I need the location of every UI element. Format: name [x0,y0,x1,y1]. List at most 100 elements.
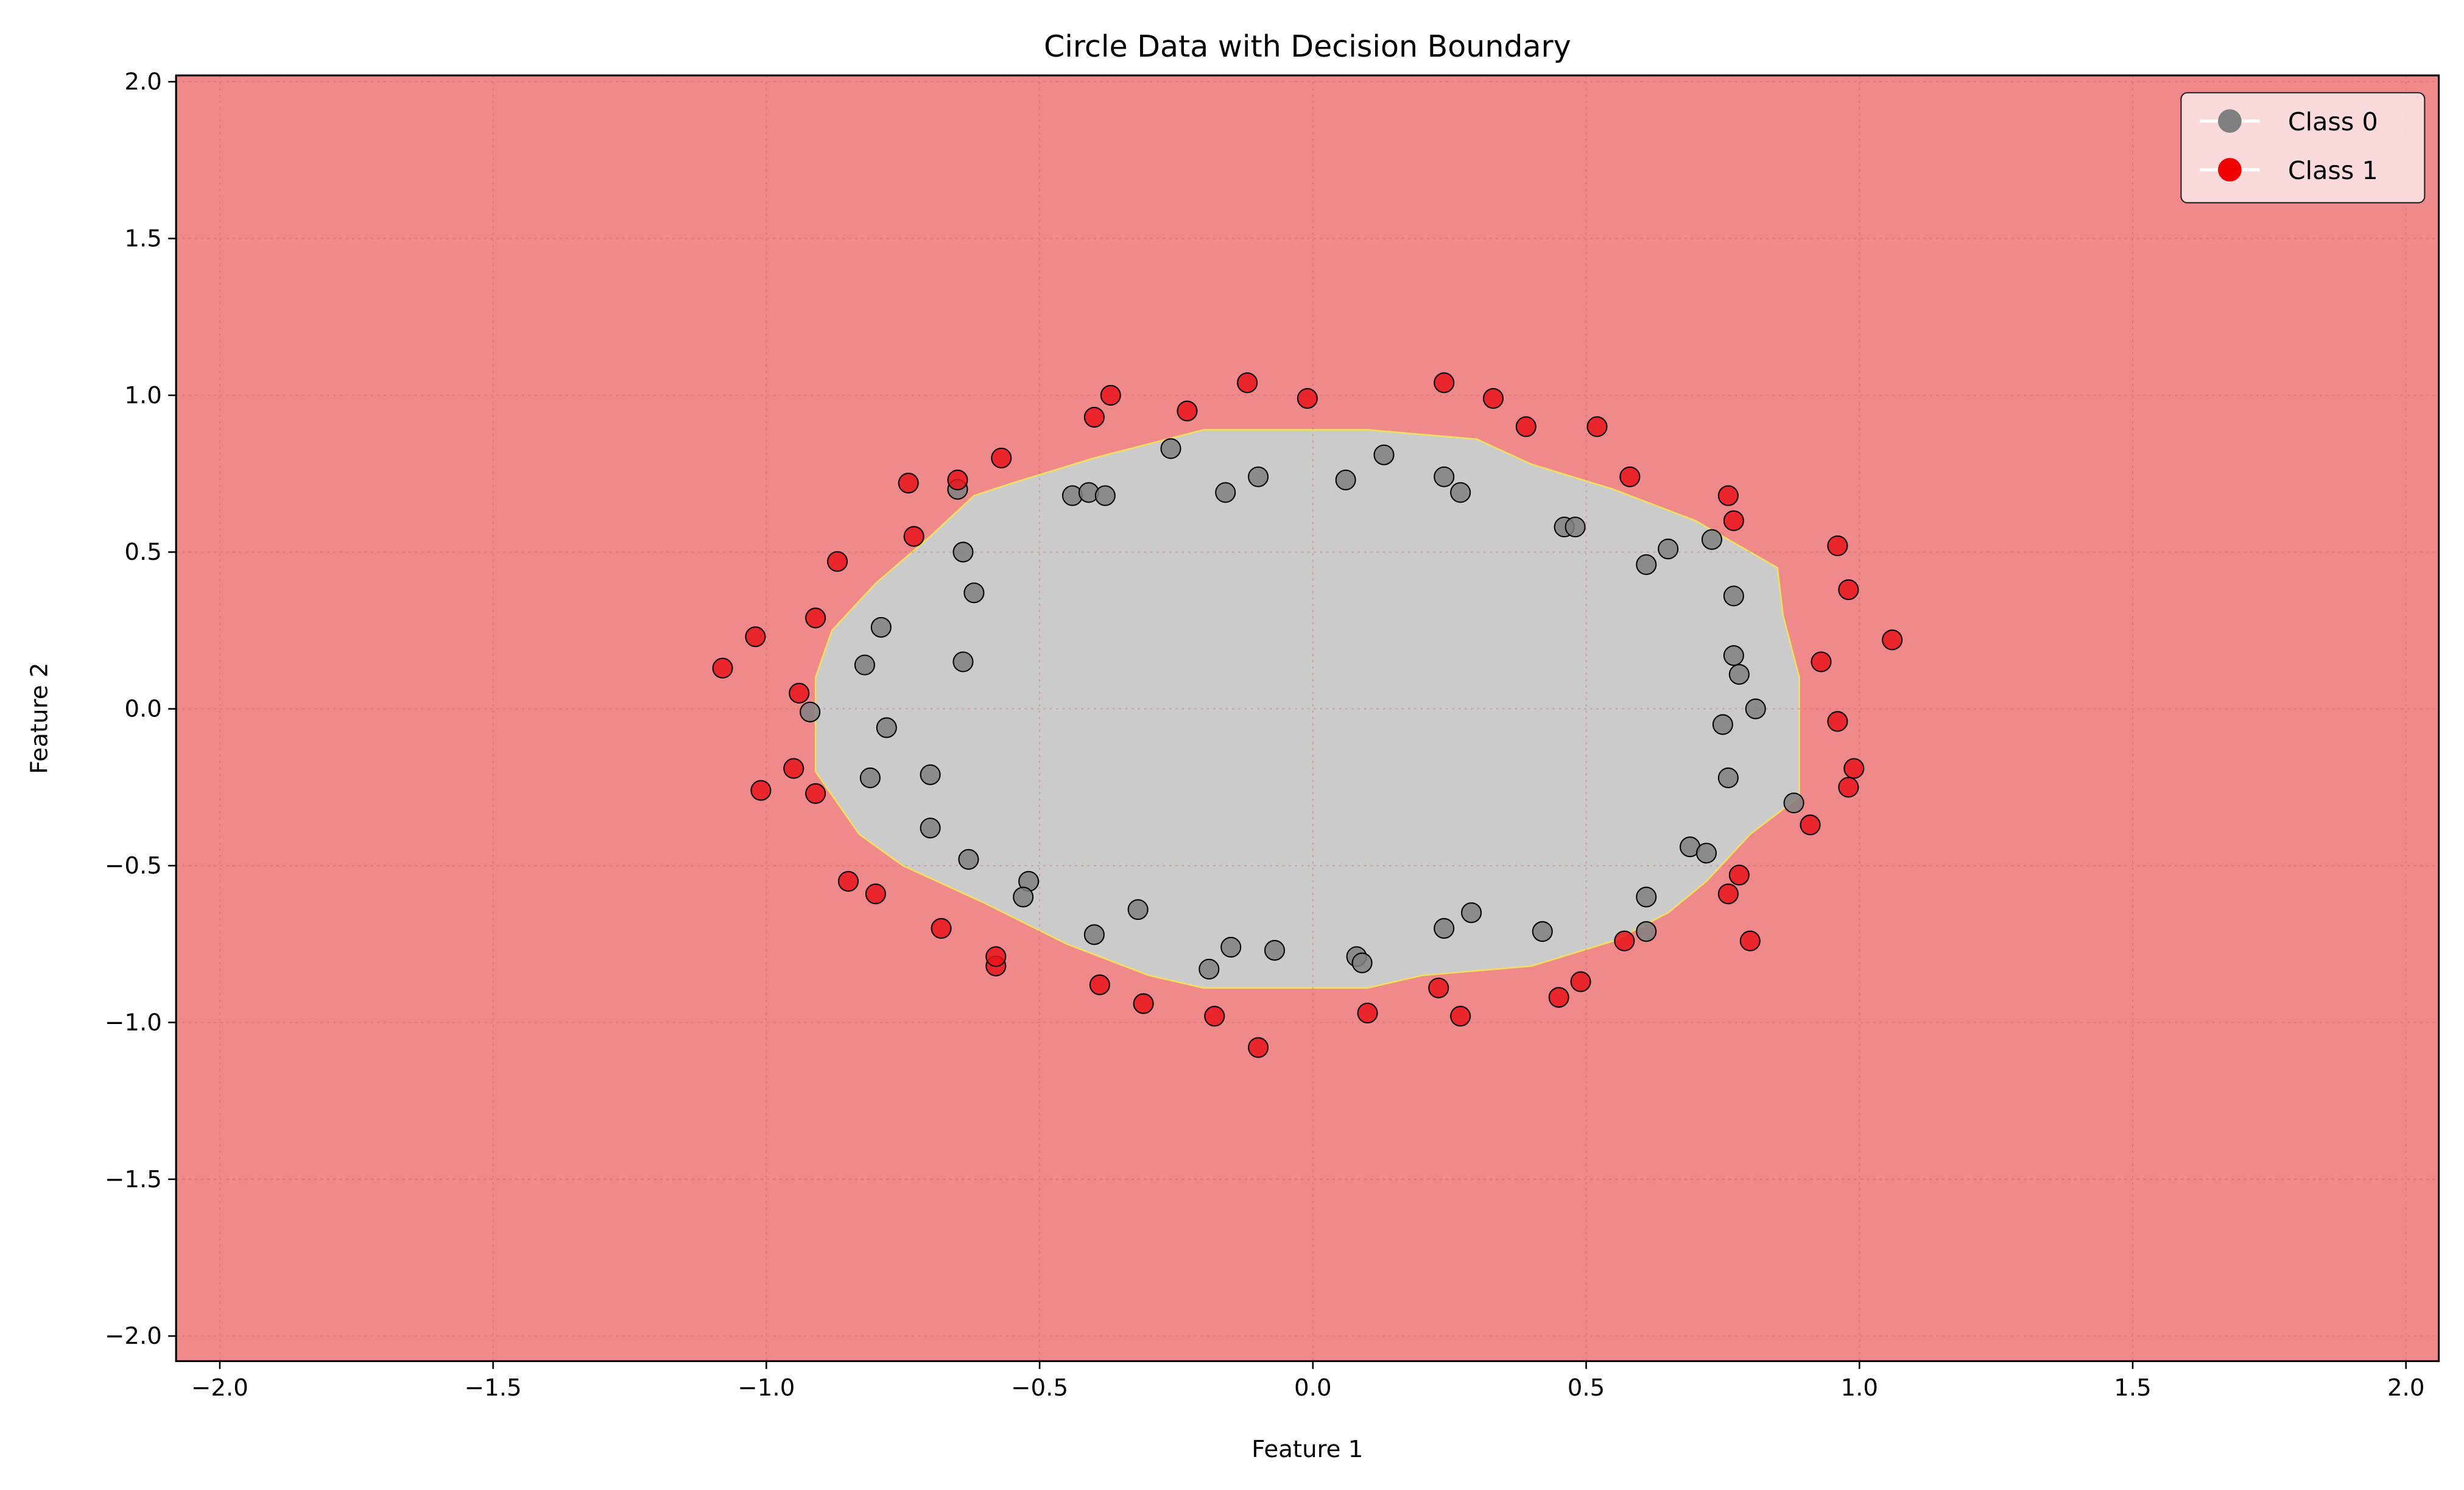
legend: Class 0 Class 1 [2180,92,2426,203]
legend-label-class0: Class 0 [2288,107,2378,136]
data-point-class0 [854,654,875,676]
data-point-class0 [952,651,974,673]
data-point-class0 [1723,585,1744,607]
data-point-class1 [1204,1006,1225,1027]
data-point-class0 [1745,698,1766,719]
data-point-class0 [1701,529,1722,550]
data-point-class1 [789,682,810,704]
data-point-class1 [1434,372,1455,394]
data-point-class1 [1717,883,1739,905]
y-tick-label: −2.0 [105,1322,162,1350]
data-point-class1 [903,526,924,547]
data-point-class0 [1013,886,1034,908]
data-point-class1 [985,946,1007,967]
data-point-class1 [745,626,766,648]
data-point-class0 [1083,924,1105,945]
data-point-class1 [1515,416,1536,437]
data-point-class1 [805,783,826,804]
data-point-class1 [1570,971,1591,992]
data-point-class1 [1450,1006,1471,1027]
data-point-class1 [1482,388,1504,409]
data-point-class1 [898,473,919,494]
x-tick-label: −1.0 [737,1374,795,1402]
y-tick-label: −0.5 [105,852,162,880]
data-point-class0 [1220,936,1242,958]
data-point-class1 [991,447,1012,468]
data-point-class1 [1843,758,1865,779]
data-point-class0 [1723,645,1744,666]
data-point-class1 [1827,711,1848,732]
plot-area [176,75,2439,1361]
data-point-class0 [1215,482,1236,503]
data-point-class0 [1335,469,1356,490]
x-axis-label: Feature 1 [1251,1436,1363,1463]
x-tick-label: −1.5 [465,1374,522,1402]
data-point-class1 [1717,485,1739,506]
data-point-class0 [963,582,985,604]
data-point-class1 [1428,977,1449,998]
x-tick-label: 1.0 [1841,1374,1879,1402]
axis-ticks: −2.0 −1.5 −1.0 −0.5 0.0 0.5 1.0 1.5 2.0 −2.0 −1.5 −… [105,68,2425,1402]
data-point-class1 [1548,987,1569,1008]
data-point-class0 [1351,952,1373,973]
data-point-class0 [1695,842,1717,864]
y-tick-label: 0.5 [124,538,162,566]
data-point-class0 [1728,664,1750,685]
x-tick-label: 0.0 [1294,1374,1332,1402]
legend-marker-class0 [2218,109,2242,133]
data-point-class0 [920,817,941,839]
chart-title: Circle Data with Decision Boundary [1044,29,1571,64]
data-point-class0 [1636,921,1657,942]
legend-label-class1: Class 1 [2288,156,2378,185]
x-tick-label: −2.0 [191,1374,248,1402]
data-point-class1 [1297,388,1318,409]
data-point-class0 [1434,466,1455,487]
data-point-class0 [870,616,892,638]
data-point-class0 [1434,918,1455,939]
data-point-class0 [1783,793,1804,814]
data-point-class0 [859,767,881,788]
data-point-class1 [947,469,968,490]
data-point-class0 [876,717,897,738]
data-point-class1 [1177,400,1198,422]
y-tick-label: 1.5 [124,225,162,252]
data-point-class0 [1248,466,1269,487]
data-point-class1 [1100,384,1121,406]
data-point-class1 [1882,629,1903,651]
legend-marker-class1 [2218,158,2242,182]
data-point-class0 [1199,958,1220,980]
data-point-class1 [931,918,952,939]
y-axis-label: Feature 2 [26,663,54,774]
data-point-class1 [1827,535,1848,557]
data-point-class1 [1838,777,1859,798]
data-point-class1 [712,657,733,679]
data-point-class1 [837,870,859,892]
data-point-class0 [1717,767,1739,788]
data-point-class1 [1089,974,1110,995]
data-point-class1 [865,883,886,905]
data-point-class0 [1264,940,1286,961]
x-tick-label: 1.5 [2114,1374,2152,1402]
data-point-class1 [827,551,848,572]
data-point-class1 [1237,372,1258,394]
data-point-class0 [1127,899,1149,920]
x-tick-label: 0.5 [1568,1374,1605,1402]
y-tick-label: 1.0 [124,382,162,409]
data-point-class0 [1712,714,1733,735]
data-point-class0 [800,701,821,722]
data-point-class0 [958,849,979,870]
data-point-class0 [1636,886,1657,908]
data-point-class1 [1800,814,1821,836]
y-tick-label: 0.0 [124,696,162,723]
data-point-class1 [1357,1002,1378,1024]
data-point-class1 [1619,466,1641,487]
data-point-class0 [1658,538,1679,560]
data-point-class1 [1811,651,1832,673]
y-tick-label: −1.0 [105,1009,162,1036]
data-point-class0 [1373,444,1395,465]
decision-boundary-region [814,429,1800,989]
data-point-class1 [1838,579,1859,601]
data-point-class1 [1083,406,1105,428]
data-point-class0 [920,764,941,785]
